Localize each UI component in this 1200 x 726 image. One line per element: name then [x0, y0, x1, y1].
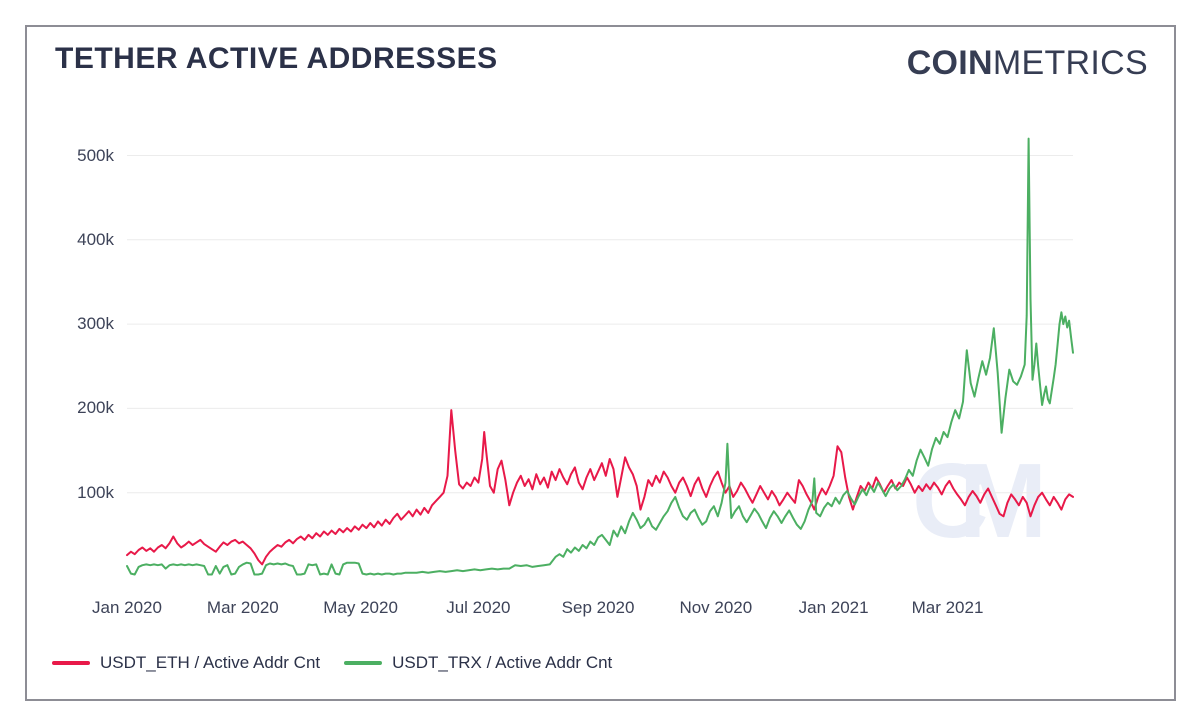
legend-item-usdt-eth[interactable]: USDT_ETH / Active Addr Cnt [52, 653, 320, 673]
chart-card [25, 25, 1176, 701]
series-line-usdt_trx [126, 137, 1074, 576]
legend-label-usdt-eth: USDT_ETH / Active Addr Cnt [100, 653, 321, 672]
legend: USDT_ETH / Active Addr Cnt USDT_TRX / Ac… [52, 653, 612, 673]
usdt-eth-line-swatch [52, 661, 90, 665]
legend-label-usdt-trx: USDT_TRX / Active Addr Cnt [392, 653, 613, 672]
usdt-trx-line-swatch [344, 661, 383, 665]
legend-item-usdt-trx[interactable]: USDT_TRX / Active Addr Cnt [344, 653, 612, 673]
chart-title: TETHER ACTIVE ADDRESSES [55, 42, 498, 75]
logo-metrics: METRICS [992, 44, 1148, 82]
logo-coin: COIN [906, 44, 993, 82]
series-line-usdt_eth [126, 409, 1074, 566]
coinmetrics-logo: COINMETRICS [907, 44, 1148, 83]
